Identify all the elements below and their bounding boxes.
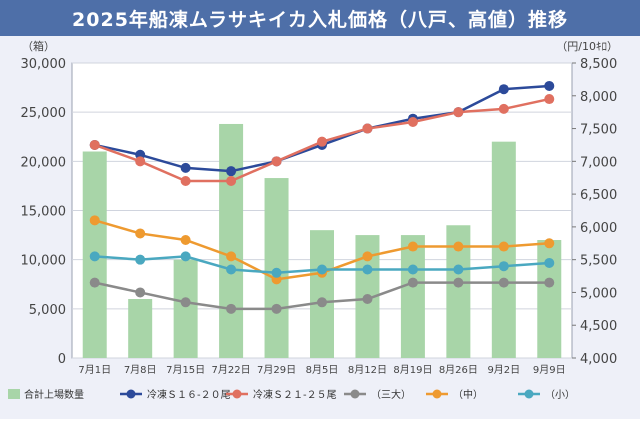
legend-label: （中）	[453, 388, 483, 401]
data-point	[180, 235, 191, 245]
legend-swatch-marker	[126, 389, 136, 399]
data-point	[362, 251, 373, 262]
y-right-tick-label: 4,500	[580, 319, 617, 334]
data-point	[271, 303, 282, 314]
legend-label: 冷凍Ｓ２１-２５尾	[253, 388, 337, 401]
data-point	[453, 107, 464, 118]
data-point	[362, 264, 373, 275]
data-point	[180, 176, 191, 186]
data-point	[362, 294, 373, 304]
legend-label: 冷凍Ｓ１６-２０尾	[147, 388, 231, 401]
data-point	[89, 215, 100, 226]
data-point	[544, 277, 555, 288]
x-tick-label: 8月5日	[306, 364, 339, 376]
data-point	[135, 254, 146, 265]
data-point	[226, 166, 237, 177]
data-point	[544, 94, 555, 105]
data-point	[407, 277, 418, 288]
legend-swatch-marker	[432, 389, 442, 399]
y-left-tick-label: 10,000	[21, 254, 67, 269]
y-right-tick-label: 7,500	[580, 123, 617, 138]
y-right-tick-label: 6,500	[580, 188, 617, 203]
y-right-tick-label: 5,500	[580, 254, 617, 269]
y-right-unit: （円/10ｷﾛ）	[556, 40, 618, 53]
data-point	[180, 162, 191, 173]
y-left-unit: （箱）	[22, 39, 55, 53]
chart-title-bar: 2025年船凍ムラサキイカ入札価格（八戸、高値）推移	[0, 0, 640, 36]
data-point	[498, 277, 509, 288]
y-right-tick-label: 7,000	[580, 155, 617, 170]
x-tick-label: 9月9日	[533, 364, 566, 376]
data-point	[226, 303, 237, 314]
x-tick-label: 7月8日	[124, 364, 157, 376]
x-tick-label: 7月15日	[166, 364, 205, 376]
x-tick-label: 9月2日	[487, 364, 520, 376]
data-point	[453, 277, 464, 288]
y-left-tick-label: 5,000	[29, 303, 66, 318]
data-point	[498, 103, 509, 114]
legend-label: 合計上場数量	[24, 388, 84, 401]
y-right-tick-label: 6,000	[580, 221, 617, 236]
data-point	[135, 287, 146, 298]
legend-swatch-marker	[524, 389, 534, 399]
y-right-tick-label: 5,000	[580, 286, 617, 301]
x-tick-label: 7月29日	[257, 364, 296, 376]
data-point	[135, 228, 146, 239]
x-tick-label: 8月19日	[393, 364, 432, 376]
data-point	[362, 123, 373, 134]
x-tick-label: 7月1日	[78, 364, 111, 376]
data-point	[271, 156, 282, 167]
x-tick-label: 8月26日	[439, 364, 478, 376]
legend-label: （小）	[545, 389, 575, 401]
data-point	[544, 80, 555, 91]
data-point	[89, 139, 100, 150]
legend-swatch-marker	[350, 389, 360, 399]
legend-label: （三大）	[371, 388, 411, 401]
bar	[173, 259, 198, 358]
y-right-tick-label: 8,500	[580, 57, 617, 72]
legend-swatch	[8, 389, 20, 399]
chart-title: 2025年船凍ムラサキイカ入札価格（八戸、高値）推移	[72, 8, 568, 31]
bar	[128, 299, 153, 358]
data-point	[407, 241, 418, 252]
bar	[310, 230, 334, 358]
data-point	[544, 257, 555, 268]
data-point	[180, 297, 191, 308]
data-point	[453, 241, 464, 252]
data-point	[544, 238, 555, 249]
data-point	[317, 136, 327, 147]
data-point	[226, 176, 237, 186]
y-right-tick-label: 8,000	[580, 90, 617, 105]
y-right-tick-label: 4,000	[580, 352, 617, 367]
x-tick-label: 7月22日	[212, 364, 251, 376]
x-tick-label: 8月12日	[348, 364, 387, 376]
y-left-tick-label: 20,000	[21, 155, 67, 170]
y-left-tick-label: 15,000	[21, 205, 67, 220]
data-point	[180, 251, 191, 262]
y-left-tick-label: 30,000	[21, 57, 67, 72]
data-point	[498, 84, 509, 95]
data-point	[89, 277, 100, 288]
data-point	[453, 264, 464, 275]
data-point	[407, 117, 418, 127]
chart-frame: 0 5,000 10,000 15,000 20,000 25,000 30,000 4,00…	[0, 36, 640, 419]
bar	[219, 123, 244, 358]
data-point	[317, 297, 327, 308]
legend-swatch-marker	[232, 389, 242, 399]
data-point	[498, 241, 509, 252]
y-left-tick-label: 25,000	[21, 106, 67, 121]
data-point	[271, 267, 282, 278]
y-left-tick-label: 0	[58, 352, 66, 367]
data-point	[317, 264, 327, 275]
data-point	[226, 251, 237, 262]
data-point	[407, 264, 418, 275]
data-point	[226, 264, 237, 275]
bar	[537, 240, 562, 358]
data-point	[89, 251, 100, 262]
data-point	[135, 156, 146, 167]
chart-svg: 0 5,000 10,000 15,000 20,000 25,000 30,000 4,00…	[8, 39, 618, 401]
data-point	[498, 261, 509, 272]
bar	[400, 235, 425, 358]
